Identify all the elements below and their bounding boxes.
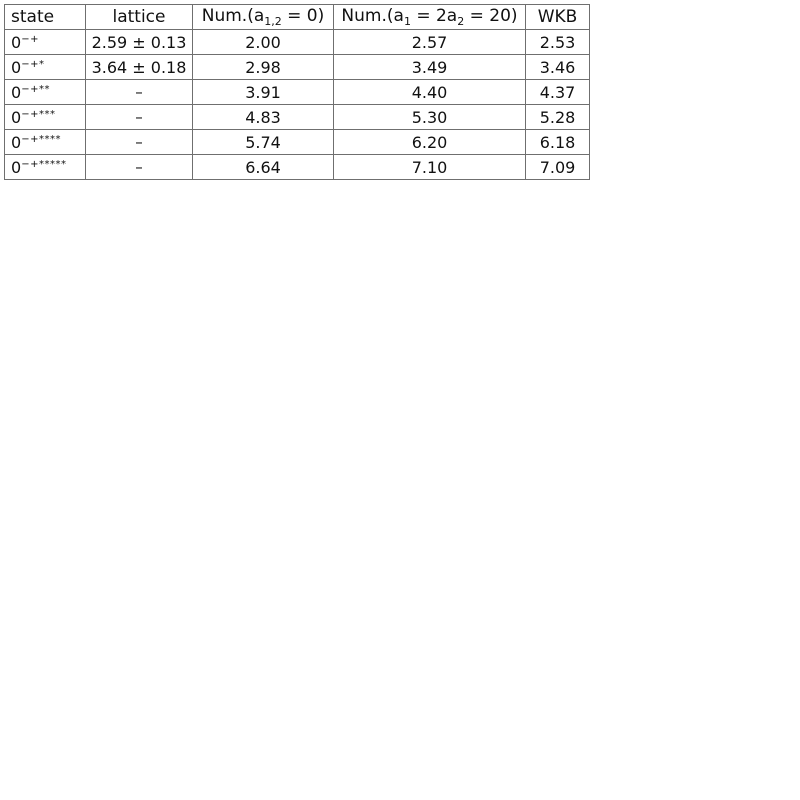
header-num1-subscript: 1,2 bbox=[264, 15, 282, 28]
table-row: 0−+***** – 6.64 7.10 7.09 bbox=[4, 154, 590, 180]
num2-cell: 7.10 bbox=[333, 154, 526, 180]
state-superscript: −+*** bbox=[21, 108, 56, 120]
num2-cell: 4.40 bbox=[333, 79, 526, 105]
lattice-cell: 2.59 ± 0.13 bbox=[85, 29, 193, 55]
state-base: 0 bbox=[11, 82, 22, 102]
header-row: state lattice Num.(a1,2 = 0) Num.(a1 = 2… bbox=[4, 4, 590, 30]
wkb-cell: 2.53 bbox=[525, 29, 590, 55]
header-num2-subscript1: 1 bbox=[403, 15, 411, 28]
state-cell: 0−+ bbox=[4, 29, 86, 55]
num1-cell: 4.83 bbox=[192, 104, 334, 130]
state-superscript: −+***** bbox=[21, 158, 67, 170]
state-superscript: −+* bbox=[21, 58, 45, 70]
header-state: state bbox=[4, 4, 86, 30]
header-num2-middle: = 2a bbox=[410, 6, 458, 26]
lattice-cell: 3.64 ± 0.18 bbox=[85, 54, 193, 80]
table-row: 0−+** – 3.91 4.40 4.37 bbox=[4, 79, 590, 105]
header-num1-prefix: Num.(a bbox=[201, 6, 265, 26]
table-row: 0−+*** – 4.83 5.30 5.28 bbox=[4, 104, 590, 130]
table-row: 0−+* 3.64 ± 0.18 2.98 3.49 3.46 bbox=[4, 54, 590, 80]
num1-cell: 2.00 bbox=[192, 29, 334, 55]
table-row: 0−+**** – 5.74 6.20 6.18 bbox=[4, 129, 590, 155]
lattice-cell: – bbox=[85, 79, 193, 105]
num2-cell: 3.49 bbox=[333, 54, 526, 80]
state-cell: 0−+* bbox=[4, 54, 86, 80]
num1-cell: 3.91 bbox=[192, 79, 334, 105]
table-body: 0−+ 2.59 ± 0.13 2.00 2.57 2.53 0−+* 3.64… bbox=[4, 29, 590, 180]
state-superscript: −+** bbox=[21, 83, 50, 95]
header-num2-suffix: = 20) bbox=[464, 6, 518, 26]
header-num-a1-2a2-20: Num.(a1 = 2a2 = 20) bbox=[333, 4, 526, 30]
num2-cell: 6.20 bbox=[333, 129, 526, 155]
wkb-cell: 6.18 bbox=[525, 129, 590, 155]
wkb-cell: 7.09 bbox=[525, 154, 590, 180]
lattice-cell: – bbox=[85, 104, 193, 130]
state-base: 0 bbox=[11, 57, 22, 77]
state-base: 0 bbox=[11, 32, 22, 52]
num1-cell: 6.64 bbox=[192, 154, 334, 180]
state-cell: 0−+**** bbox=[4, 129, 86, 155]
wkb-cell: 5.28 bbox=[525, 104, 590, 130]
wkb-cell: 3.46 bbox=[525, 54, 590, 80]
header-lattice: lattice bbox=[85, 4, 193, 30]
lattice-cell: – bbox=[85, 154, 193, 180]
num1-cell: 2.98 bbox=[192, 54, 334, 80]
state-cell: 0−+** bbox=[4, 79, 86, 105]
state-superscript: −+ bbox=[21, 33, 39, 45]
num2-cell: 5.30 bbox=[333, 104, 526, 130]
lattice-cell: – bbox=[85, 129, 193, 155]
state-base: 0 bbox=[11, 157, 22, 177]
header-num2-prefix: Num.(a bbox=[341, 6, 404, 26]
header-wkb: WKB bbox=[525, 4, 590, 30]
header-num1-suffix: = 0) bbox=[281, 6, 325, 26]
table-row: 0−+ 2.59 ± 0.13 2.00 2.57 2.53 bbox=[4, 29, 590, 55]
header-num-a12-zero: Num.(a1,2 = 0) bbox=[192, 4, 334, 30]
state-cell: 0−+*** bbox=[4, 104, 86, 130]
results-table: state lattice Num.(a1,2 = 0) Num.(a1 = 2… bbox=[4, 4, 590, 180]
wkb-cell: 4.37 bbox=[525, 79, 590, 105]
state-base: 0 bbox=[11, 132, 22, 152]
state-superscript: −+**** bbox=[21, 133, 61, 145]
header-num2-subscript2: 2 bbox=[457, 15, 465, 28]
state-base: 0 bbox=[11, 107, 22, 127]
state-cell: 0−+***** bbox=[4, 154, 86, 180]
num1-cell: 5.74 bbox=[192, 129, 334, 155]
num2-cell: 2.57 bbox=[333, 29, 526, 55]
